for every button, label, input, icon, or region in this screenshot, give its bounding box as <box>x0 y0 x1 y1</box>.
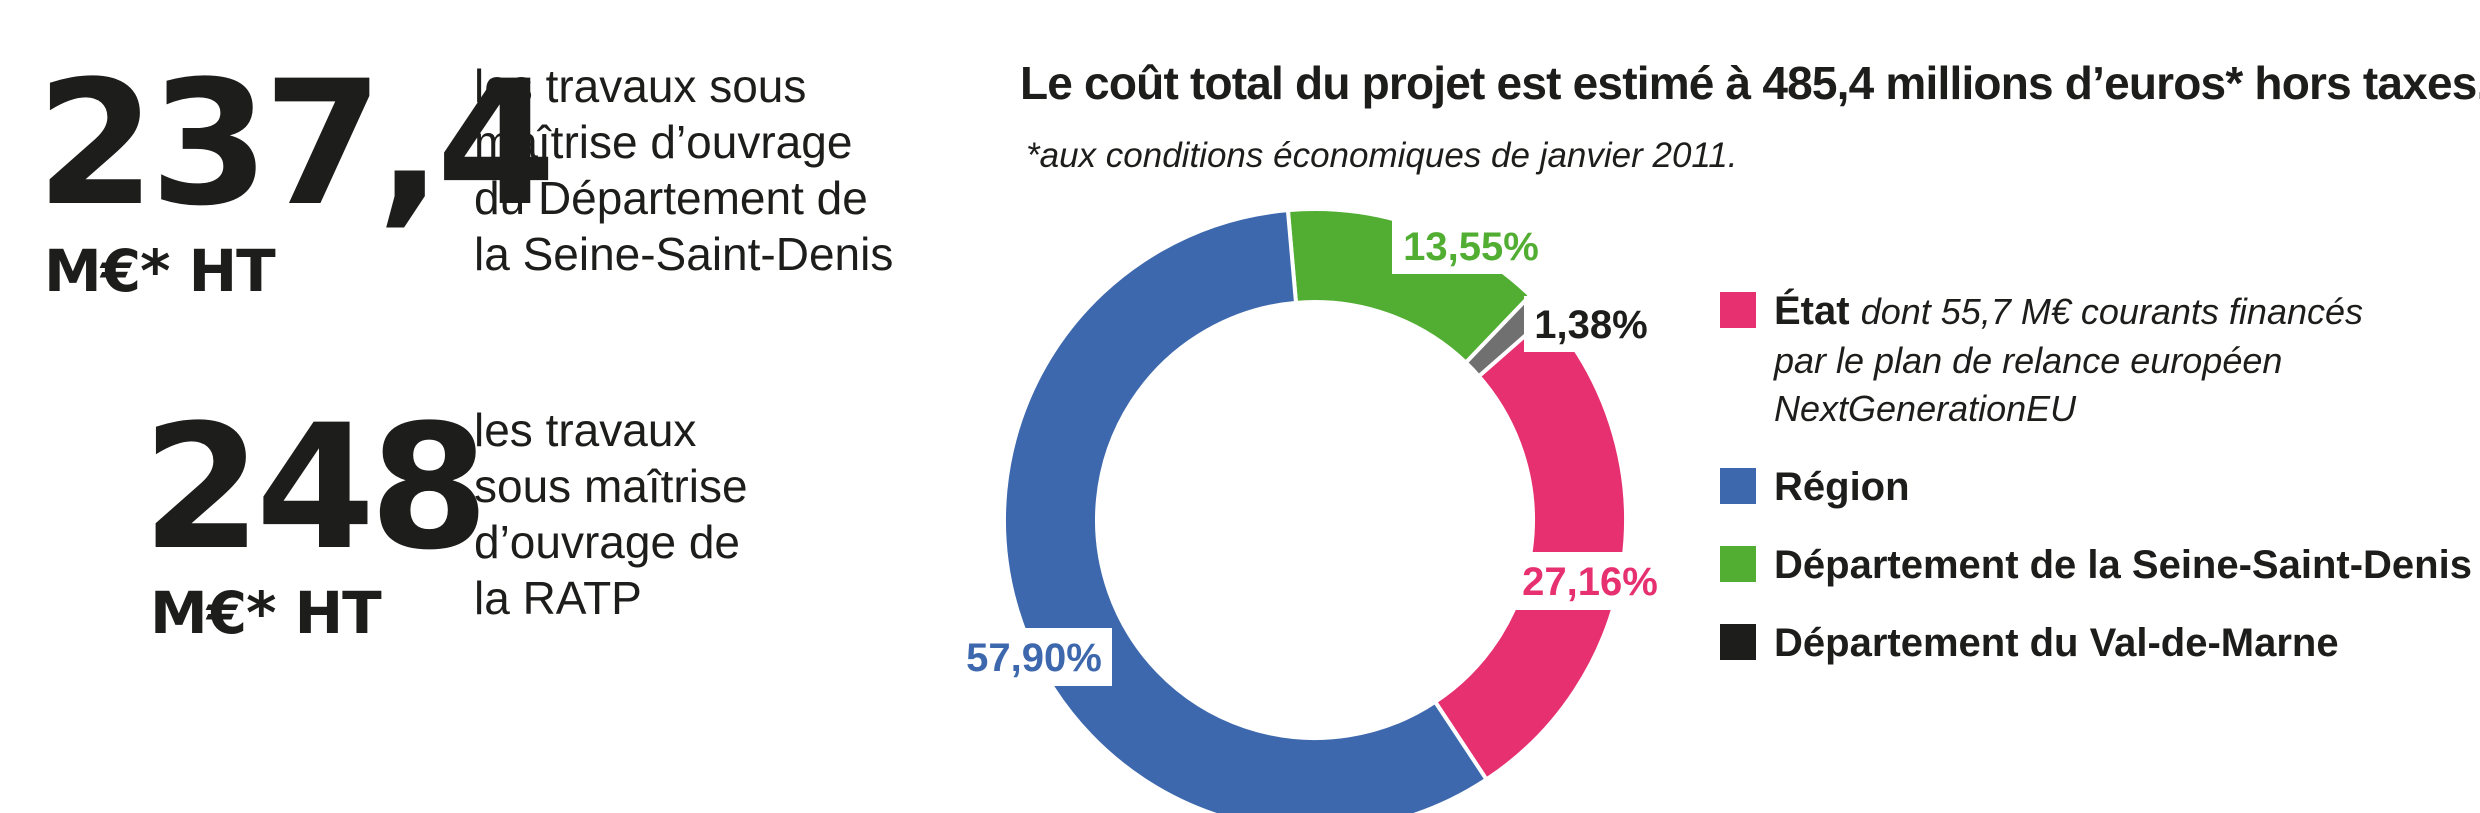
slice-label-region: 57,90% <box>956 628 1112 686</box>
chart-title: Le coût total du projet est estimé à 485… <box>1020 57 2480 109</box>
legend-text-val-de-marne: Département du Val-de-Marne <box>1774 618 2339 668</box>
legend-note-etat-line-3: NextGenerationEU <box>1774 388 2077 429</box>
legend-text-etat: État dont 55,7 M€ courants financés par … <box>1774 286 2363 433</box>
slice-label-seine-saint-denis: 13,55% <box>1392 218 1550 274</box>
legend-label-etat: État <box>1774 289 1850 333</box>
stat-1-description: les travaux sous maîtrise d’ouvrage du D… <box>474 58 893 282</box>
slice-label-box-region <box>956 628 1112 686</box>
stat-2-line-4: la RATP <box>474 572 642 624</box>
legend-text-region: Région <box>1774 462 1910 512</box>
legend-swatch-region <box>1720 468 1756 504</box>
stat-1-line-1: les travaux sous <box>474 60 807 112</box>
slice-label-val-de-marne: 1,38% <box>1524 296 1658 352</box>
stat-2-line-2: sous maîtrise <box>474 460 748 512</box>
slice-value-region: 57,90% <box>966 636 1102 680</box>
donut-slice-etat <box>1433 312 1628 782</box>
stat-1-line-3: du Département de <box>474 172 868 224</box>
stat-1-line-2: maîtrise d’ouvrage <box>474 116 853 168</box>
stat-1-unit: M€* HT <box>44 237 276 305</box>
legend-label-seine-saint-denis: Département de la Seine-Saint-Denis <box>1774 543 2472 587</box>
stat-2-line-1: les travaux <box>474 404 697 456</box>
legend-swatch-etat <box>1720 292 1756 328</box>
stat-2-line-3: d’ouvrage de <box>474 516 740 568</box>
legend-label-val-de-marne: Département du Val-de-Marne <box>1774 621 2339 665</box>
stat-2-description: les travaux sous maîtrise d’ouvrage de l… <box>474 402 748 626</box>
legend-swatch-seine-saint-denis <box>1720 546 1756 582</box>
slice-value-val-de-marne: 1,38% <box>1534 303 1647 347</box>
legend-text-seine-saint-denis: Département de la Seine-Saint-Denis <box>1774 540 2472 590</box>
slice-value-seine-saint-denis: 13,55% <box>1403 225 1539 269</box>
slice-label-box-etat <box>1512 552 1668 610</box>
legend-label-region: Région <box>1774 465 1910 509</box>
chart-subtitle: *aux conditions économiques de janvier 2… <box>1026 136 1738 175</box>
slice-label-box-val-de-marne <box>1524 296 1658 352</box>
legend-note-etat-line-1: dont 55,7 M€ courants financés <box>1860 291 2364 332</box>
legend-note-etat-line-2: par le plan de relance européen <box>1774 340 2283 381</box>
slice-value-etat: 27,16% <box>1522 560 1658 604</box>
legend-swatch-val-de-marne <box>1720 624 1756 660</box>
donut-slice-region <box>1002 208 1489 813</box>
stat-1-value: 237,4 <box>36 43 556 244</box>
stat-1-line-4: la Seine-Saint-Denis <box>474 228 894 280</box>
stat-2-value: 248 <box>142 387 489 588</box>
stat-2-unit: M€* HT <box>150 579 382 647</box>
slice-label-box-seine-saint-denis <box>1392 218 1550 274</box>
slice-label-etat: 27,16% <box>1512 552 1668 610</box>
